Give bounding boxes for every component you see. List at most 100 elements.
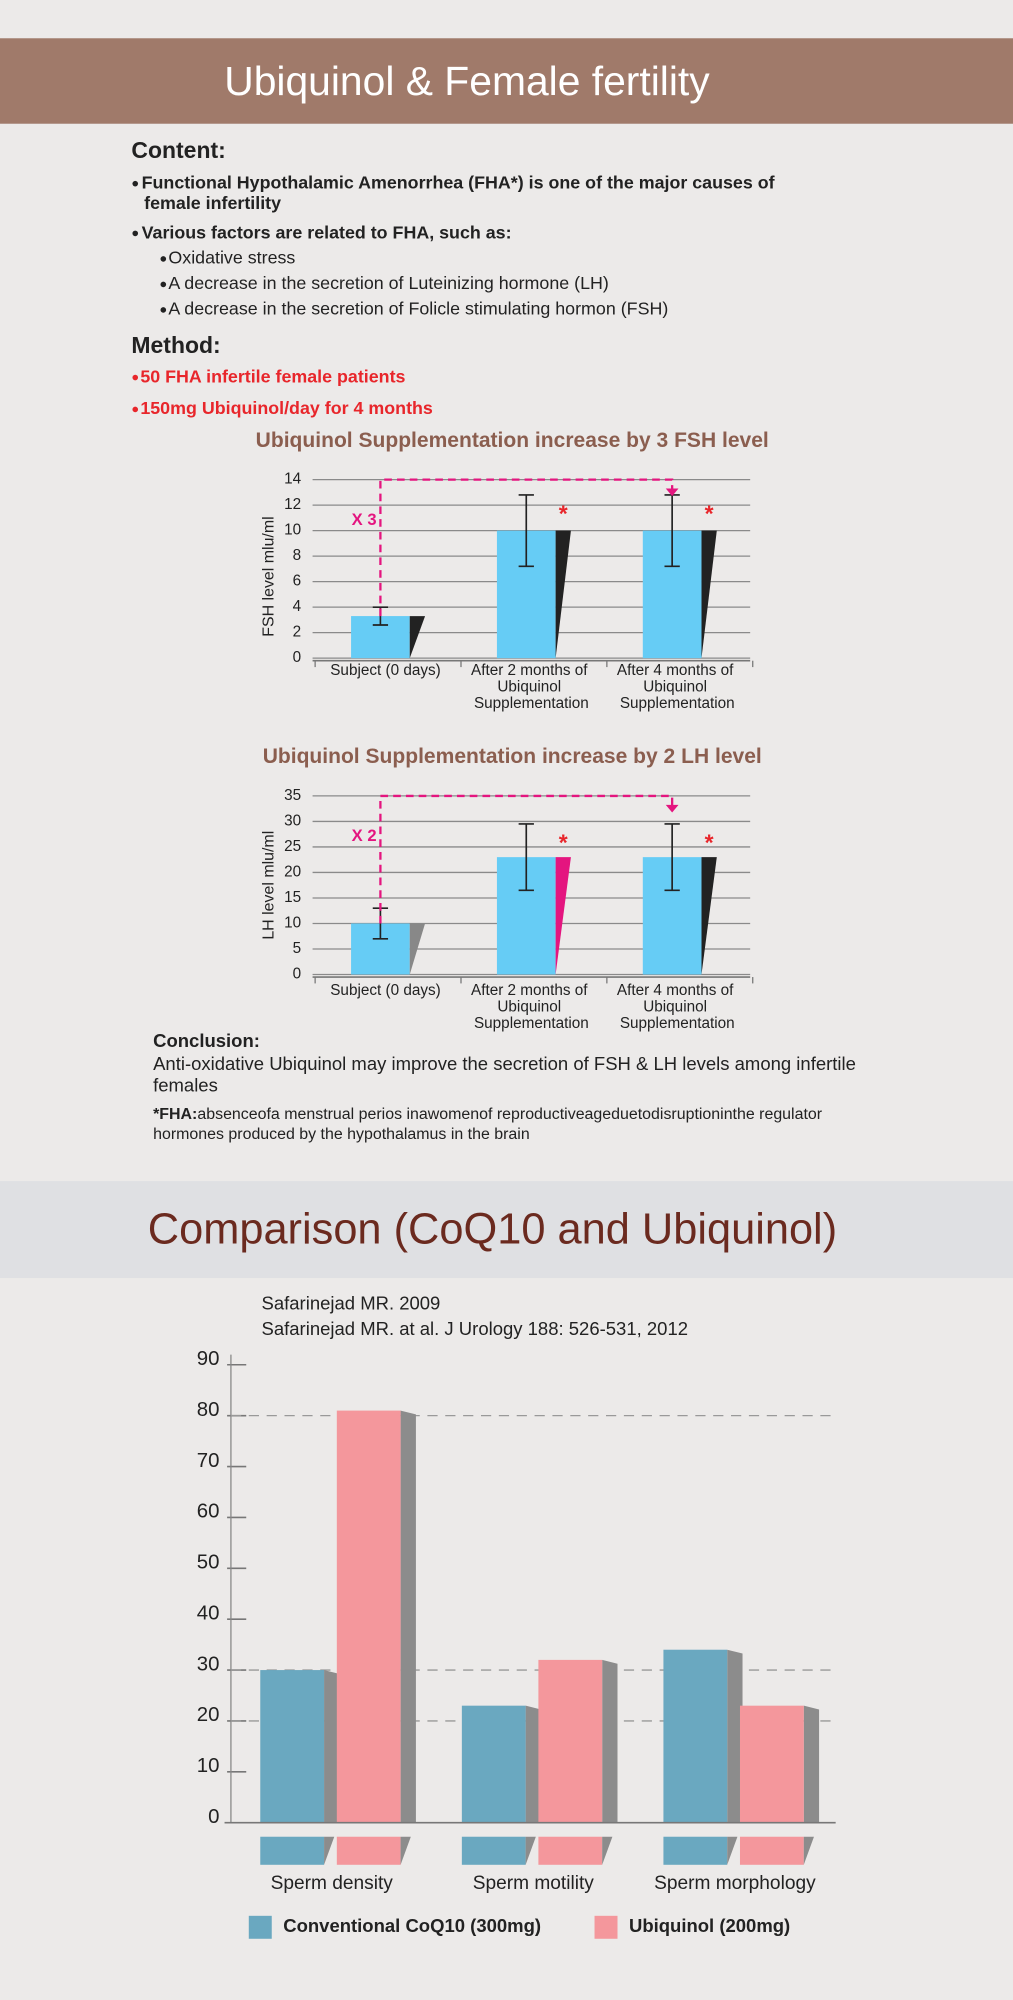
y-axis-label: FSH level mlu/ml <box>260 516 277 636</box>
bar-shadow <box>525 1705 541 1823</box>
text-line: Ubiquinol <box>643 999 711 1016</box>
bracket-arrow <box>665 488 679 497</box>
y-tick-label: 8 <box>293 547 302 564</box>
bullet <box>160 256 167 262</box>
footnote: absenceofa menstrual perios inawomenof r… <box>153 1106 826 1143</box>
content-subpoint: Oxidative stress <box>168 248 295 268</box>
y-tick-label: 15 <box>284 889 301 906</box>
y-tick-label: 0 <box>208 1806 219 1828</box>
bar <box>739 1705 804 1823</box>
method-point: 150mg Ubiquinol/day for 4 months <box>140 398 433 418</box>
significance-marker: * <box>559 829 568 855</box>
bar-shadow <box>409 616 426 659</box>
x-tick-label: Sperm motility <box>473 1873 595 1894</box>
bar-reflection-shadow <box>525 1836 536 1865</box>
text-line: Subject (0 days) <box>330 982 441 999</box>
y-tick-label: 30 <box>284 812 301 829</box>
text-line: Ubiquinol <box>497 679 565 696</box>
bullet <box>160 307 167 313</box>
comparison-bracket <box>379 478 674 617</box>
bullet <box>160 281 167 288</box>
text-line: Supplementation <box>620 695 735 712</box>
bar-shadow <box>701 857 717 975</box>
y-tick-label: 60 <box>197 1501 220 1523</box>
legend-label: Ubiquinol (200mg) <box>629 1915 790 1936</box>
bar <box>538 1659 603 1823</box>
y-tick-label: 20 <box>284 863 301 880</box>
x-tick-label: Sperm morphology <box>654 1873 816 1894</box>
bullet <box>132 374 139 381</box>
text-line: Ubiquinol <box>497 999 565 1016</box>
text-line: After 4 months of <box>617 662 738 679</box>
conclusion-text: Anti-oxidative Ubiquinol may improve the… <box>153 1053 861 1096</box>
bar-reflection <box>663 1836 728 1865</box>
bar-shadow <box>409 923 426 975</box>
bar-shadow <box>602 1659 618 1823</box>
x-tick-label: After 4 months of Ubiquinol Supplementat… <box>617 662 738 712</box>
y-axis-label: LH level mlu/ml <box>260 831 277 940</box>
text-line: absenceofa menstrual perios inawomenof r… <box>197 1106 826 1123</box>
text-line: Subject (0 days) <box>330 662 441 679</box>
legend-swatch <box>248 1915 272 1939</box>
text-line: Functional Hypothalamic Amenorrhea (FHA*… <box>142 172 780 192</box>
y-tick-label: 35 <box>284 787 301 804</box>
bar-reflection <box>739 1836 804 1865</box>
bar-reflection <box>461 1836 526 1865</box>
content-subpoint: A decrease in the secretion of Luteinizi… <box>168 273 608 293</box>
error-bar <box>664 823 680 892</box>
source: Safarinejad MR. at al. J Urology 188: 52… <box>262 1318 688 1339</box>
section-band <box>0 1181 1013 1279</box>
section-heading: Conclusion: <box>153 1030 260 1051</box>
text-line: Supplementation <box>620 1015 735 1032</box>
x-tick-label: Sperm density <box>271 1873 394 1894</box>
text-line: Various factors are related to FHA, such… <box>142 222 512 242</box>
significance-marker: * <box>705 829 714 855</box>
y-tick-label: 14 <box>284 471 302 488</box>
ratio-annotation: X 2 <box>352 826 377 845</box>
text-line: Anti-oxidative Ubiquinol may improve the… <box>153 1053 861 1074</box>
text-line: After 4 months of <box>617 982 738 999</box>
significance-marker: * <box>559 500 568 526</box>
content-point: Functional Hypothalamic Amenorrhea (FHA*… <box>142 172 780 212</box>
text-line: After 2 months of <box>471 662 592 679</box>
bar-reflection-shadow <box>324 1836 335 1865</box>
header-band <box>0 38 1013 124</box>
legend-swatch <box>594 1915 618 1939</box>
y-tick-label: 6 <box>293 573 302 590</box>
bar <box>663 1649 728 1823</box>
bar-reflection-shadow <box>400 1836 411 1865</box>
footnote-term: *FHA: <box>153 1106 197 1123</box>
bullet <box>132 230 139 237</box>
x-tick-label: After 4 months of Ubiquinol Supplementat… <box>617 982 738 1032</box>
y-tick-label: 20 <box>197 1704 220 1726</box>
section-title: Comparison (CoQ10 and Ubiquinol) <box>148 1206 837 1254</box>
text-line: Ubiquinol <box>643 679 711 696</box>
bar-shadow <box>701 530 717 659</box>
bar <box>461 1705 526 1823</box>
comparison-bracket <box>379 794 674 924</box>
method-point: 50 FHA infertile female patients <box>140 366 405 386</box>
bar <box>336 1410 401 1823</box>
bar-shadow <box>555 530 571 659</box>
bar-shadow <box>555 857 571 975</box>
y-tick-label: 25 <box>284 838 301 855</box>
text-line: Supplementation <box>474 695 589 712</box>
bar-reflection <box>336 1836 401 1865</box>
error-bar <box>518 494 534 568</box>
bar-shadow <box>727 1649 743 1823</box>
chart-title: Ubiquinol Supplementation increase by 2 … <box>263 745 762 768</box>
source: Safarinejad MR. 2009 <box>262 1293 441 1314</box>
text-line: Supplementation <box>474 1015 589 1032</box>
y-tick-label: 5 <box>293 940 302 957</box>
y-tick-label: 10 <box>284 915 301 932</box>
bar-shadow <box>803 1705 820 1823</box>
bullet <box>132 406 139 413</box>
y-tick-label: 30 <box>197 1653 220 1675</box>
bar-reflection <box>260 1836 325 1865</box>
y-tick-label: 10 <box>197 1755 220 1777</box>
bar-shadow <box>324 1670 340 1823</box>
section-heading: Content: <box>131 137 225 163</box>
bar-reflection <box>538 1836 603 1865</box>
